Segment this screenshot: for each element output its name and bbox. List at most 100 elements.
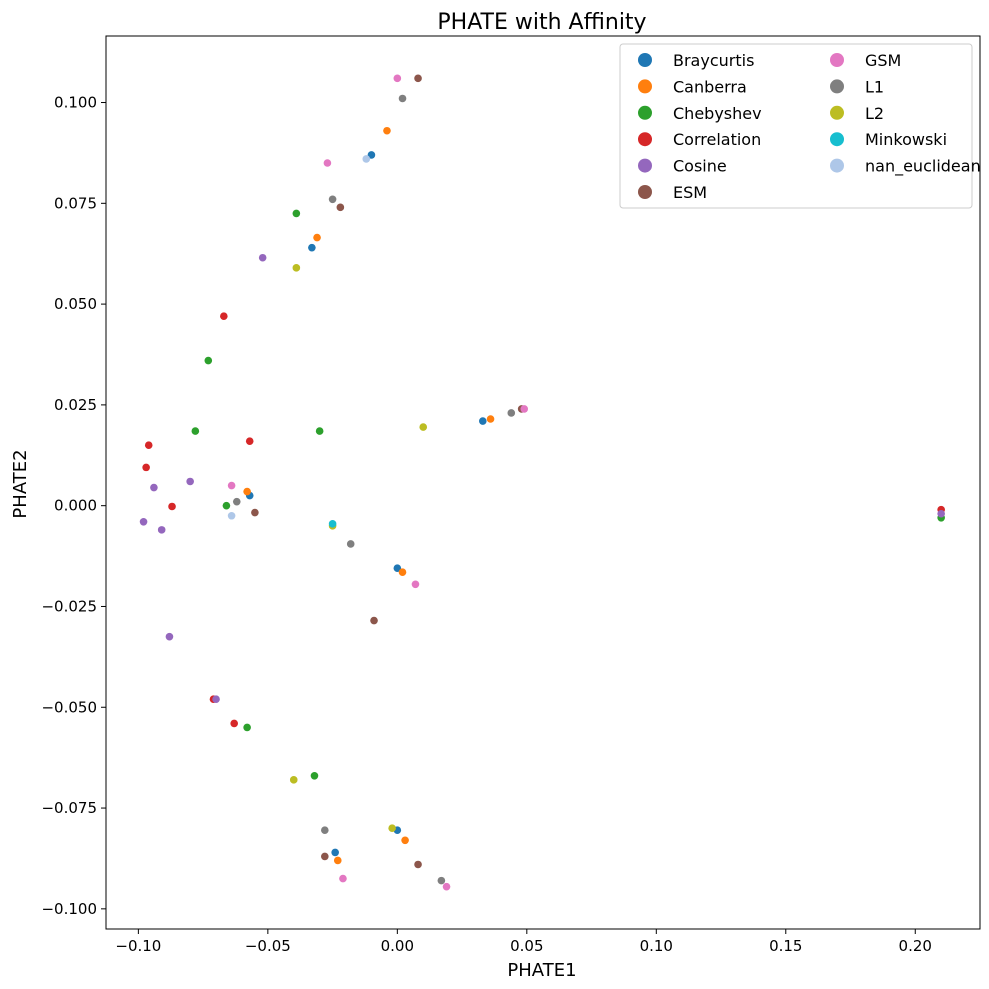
legend-item: L1: [830, 77, 884, 96]
data-point: [289, 776, 298, 784]
data-point: [245, 437, 254, 445]
series-cosine: [139, 253, 945, 703]
data-point: [165, 632, 174, 641]
data-point: [331, 848, 339, 857]
data-point: [139, 518, 148, 526]
legend-item: Chebyshev: [638, 104, 762, 123]
series-minkowski: [328, 520, 337, 528]
legend-marker: [638, 79, 652, 94]
data-point: [310, 772, 319, 780]
data-point: [346, 540, 355, 548]
series-correlation: [142, 312, 945, 728]
data-point: [393, 74, 402, 83]
legend-marker: [638, 105, 652, 120]
series-canberra: [243, 126, 495, 865]
x-tick-label: 0.20: [899, 937, 932, 955]
legend-marker: [638, 53, 652, 67]
data-point: [520, 405, 529, 413]
legend-marker: [638, 158, 652, 173]
axes: −0.10 −0.05 0.00 0.05 0.10 0.15 0.20 −0.100 −0.0…: [41, 35, 981, 955]
x-axis-label: PHATE1: [507, 960, 576, 981]
data-point: [321, 826, 329, 835]
data-point: [393, 564, 402, 572]
data-point: [328, 195, 337, 204]
x-tick-label: −0.05: [245, 937, 291, 955]
data-point: [204, 356, 213, 365]
y-tick-label: 0.075: [54, 194, 97, 212]
legend-marker: [830, 158, 844, 173]
y-tick-label: 0.100: [54, 94, 97, 112]
y-tick-label: −0.025: [41, 597, 97, 615]
data-point: [336, 203, 345, 212]
legend-item: Minkowski: [830, 130, 947, 149]
series-l1: [232, 94, 516, 885]
y-tick-label: −0.050: [41, 698, 97, 716]
x-tick-label: 0.15: [769, 937, 802, 955]
data-point: [230, 719, 238, 728]
data-point: [222, 501, 231, 510]
series-esm: [251, 74, 526, 869]
data-point: [401, 836, 409, 845]
legend-marker: [830, 79, 844, 94]
data-point: [367, 151, 376, 159]
legend-marker: [830, 53, 844, 67]
data-point: [212, 695, 220, 703]
data-point: [243, 723, 251, 732]
x-tick-label: 0.10: [640, 937, 673, 955]
data-point: [157, 526, 166, 534]
plot-frame: [105, 35, 981, 930]
legend-item: nan_euclidean: [830, 157, 981, 177]
data-point: [411, 580, 420, 589]
data-point: [150, 483, 158, 492]
data-point: [507, 409, 516, 417]
y-tick-label: −0.100: [41, 900, 97, 918]
series-braycurtis: [245, 151, 487, 857]
y-tick-label: −0.075: [41, 799, 97, 817]
data-point: [315, 427, 324, 435]
legend-marker: [830, 105, 844, 120]
data-point: [414, 860, 422, 869]
legend-label: Minkowski: [865, 130, 947, 149]
data-point: [383, 126, 391, 135]
data-point: [232, 497, 241, 506]
data-point: [251, 508, 259, 517]
legend-marker: [830, 132, 844, 147]
legend-label: Chebyshev: [673, 104, 762, 123]
series-nan-euclidean: [227, 155, 371, 520]
data-point: [313, 233, 321, 242]
data-point: [398, 94, 407, 103]
data-point: [191, 427, 200, 435]
legend-item: ESM: [638, 183, 707, 202]
data-point: [186, 477, 194, 486]
data-point: [292, 209, 301, 218]
data-point: [168, 502, 176, 511]
data-point: [227, 511, 236, 520]
plot-area: [139, 74, 945, 891]
data-point: [321, 852, 329, 861]
legend-label: Canberra: [673, 77, 747, 96]
legend-label: Braycurtis: [673, 51, 754, 70]
data-point: [323, 159, 332, 167]
data-point: [937, 509, 945, 518]
data-point: [478, 417, 487, 425]
y-tick-label: 0.025: [54, 396, 97, 414]
y-tick-label: 0.000: [54, 497, 97, 515]
data-point: [258, 253, 267, 262]
legend-marker: [638, 185, 652, 199]
legend-item: L2: [830, 104, 884, 123]
series-gsm: [227, 74, 529, 891]
data-point: [486, 415, 495, 423]
y-axis-label: PHATE2: [10, 449, 31, 518]
legend: Braycurtis Canberra Chebyshev Correlation Co…: [619, 43, 981, 209]
data-point: [144, 441, 153, 450]
x-tick-label: 0.05: [510, 937, 543, 955]
legend-label: nan_euclidean: [865, 157, 981, 177]
data-point: [328, 520, 337, 528]
data-point: [292, 264, 301, 272]
data-point: [220, 312, 228, 321]
legend-item: Canberra: [638, 77, 747, 96]
data-point: [333, 856, 342, 865]
data-point: [419, 423, 428, 431]
data-point: [388, 824, 396, 833]
